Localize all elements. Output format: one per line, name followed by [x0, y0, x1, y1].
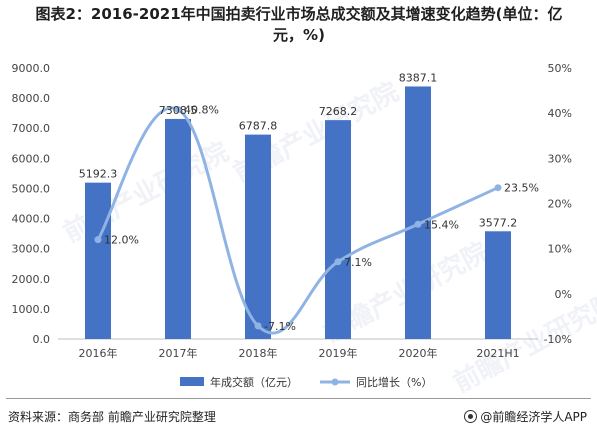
growth-point: [174, 106, 182, 114]
left-y-axis: 0.0 1000.0 2000.0 3000.0 4000.0 5000.0 6000.0 7…: [12, 62, 51, 346]
bar-value-label: 8387.1: [399, 71, 438, 84]
combo-chart: 前瞻产业研究院前瞻产业研究院前瞻产业研究院前瞻产业研究院 0.01000.020…: [12, 62, 597, 398]
legend: 年成交额（亿元） 同比增长（%）: [180, 375, 432, 389]
brand-credit: @前瞻经济学人APP: [464, 408, 587, 425]
growth-line-series: [94, 106, 502, 335]
right-y-axis: -10% 0% 10% 20% 30% 40% 50%: [544, 62, 572, 346]
left-tick-label: 5000.0: [12, 182, 51, 195]
x-axis: 2016年 2017年 2018年 2019年 2020年 2021H1: [79, 346, 520, 360]
bar: [325, 120, 351, 339]
left-tick-label: 8000.0: [12, 92, 51, 105]
brand-logo-icon: [464, 410, 478, 423]
bar: [85, 182, 111, 339]
watermark-text: 前瞻产业研究院: [448, 286, 597, 398]
footer-divider: [6, 398, 591, 399]
growth-point: [494, 184, 502, 192]
left-tick-label: 9000.0: [12, 62, 51, 75]
growth-value-label: -7.1%: [264, 320, 296, 333]
growth-point: [334, 258, 342, 266]
right-tick-label: 30%: [548, 152, 572, 165]
bar-data-labels: 5192.3 7308.5 6787.8 7268.2 8387.1 3577.2: [79, 71, 518, 229]
left-tick-label: 7000.0: [12, 122, 51, 135]
x-tick-label: 2018年: [239, 346, 278, 360]
growth-value-label: 40.8%: [184, 104, 219, 117]
source-note: 资料来源：商务部 前瞻产业研究院整理: [8, 410, 216, 424]
bar: [245, 134, 271, 339]
bar: [405, 86, 431, 339]
growth-point: [414, 220, 422, 228]
chart-title-line-2: 元，%): [273, 26, 325, 44]
legend-bar-label: 年成交额（亿元）: [210, 375, 298, 389]
left-tick-label: 1000.0: [12, 303, 51, 316]
bar-value-label: 5192.3: [79, 168, 118, 181]
x-tick-label: 2020年: [399, 346, 438, 360]
bar-value-label: 3577.2: [479, 216, 518, 229]
footer: 资料来源：商务部 前瞻产业研究院整理 @前瞻经济学人APP: [0, 398, 597, 436]
legend-line-marker: [331, 378, 339, 386]
watermark-text: 前瞻产业研究院: [58, 136, 233, 249]
right-tick-label: 10%: [548, 243, 572, 256]
legend-line-label: 同比增长（%）: [356, 375, 432, 389]
right-tick-label: 20%: [548, 198, 572, 211]
bar-value-label: 7268.2: [319, 105, 358, 118]
chart-title-line-1: 图表2：2016-2021年中国拍卖行业市场总成交额及其增速变化趋势(单位：亿: [35, 5, 563, 23]
growth-point: [254, 322, 262, 330]
right-tick-label: 40%: [548, 107, 572, 120]
right-tick-label: 50%: [548, 62, 572, 75]
x-tick-label: 2019年: [319, 346, 358, 360]
bar-value-label: 6787.8: [239, 120, 278, 133]
bar: [485, 231, 511, 339]
bar: [165, 118, 191, 339]
chart-title: 图表2：2016-2021年中国拍卖行业市场总成交额及其增速变化趋势(单位：亿 …: [8, 4, 590, 46]
growth-value-label: 12.0%: [104, 234, 139, 247]
right-tick-label: 0%: [555, 288, 572, 301]
growth-value-label: 7.1%: [344, 256, 372, 269]
right-tick-label: -10%: [544, 333, 572, 346]
brand-label: @前瞻经济学人APP: [480, 410, 587, 424]
left-tick-label: 3000.0: [12, 243, 51, 256]
x-tick-label: 2021H1: [476, 347, 519, 360]
bar-value-label: 7308.5: [159, 104, 198, 117]
x-tick-label: 2017年: [159, 346, 198, 360]
growth-point: [94, 236, 102, 244]
left-tick-label: 0.0: [33, 333, 51, 346]
left-tick-label: 4000.0: [12, 213, 51, 226]
bar-series: [85, 86, 511, 339]
line-data-labels: 12.0% 40.8% -7.1% 7.1% 15.4% 23.5%: [104, 104, 539, 333]
growth-value-label: 23.5%: [504, 182, 539, 195]
legend-bar-swatch: [180, 377, 204, 386]
left-tick-label: 6000.0: [12, 152, 51, 165]
growth-value-label: 15.4%: [424, 218, 459, 231]
left-tick-label: 2000.0: [12, 273, 51, 286]
x-tick-label: 2016年: [79, 346, 118, 360]
